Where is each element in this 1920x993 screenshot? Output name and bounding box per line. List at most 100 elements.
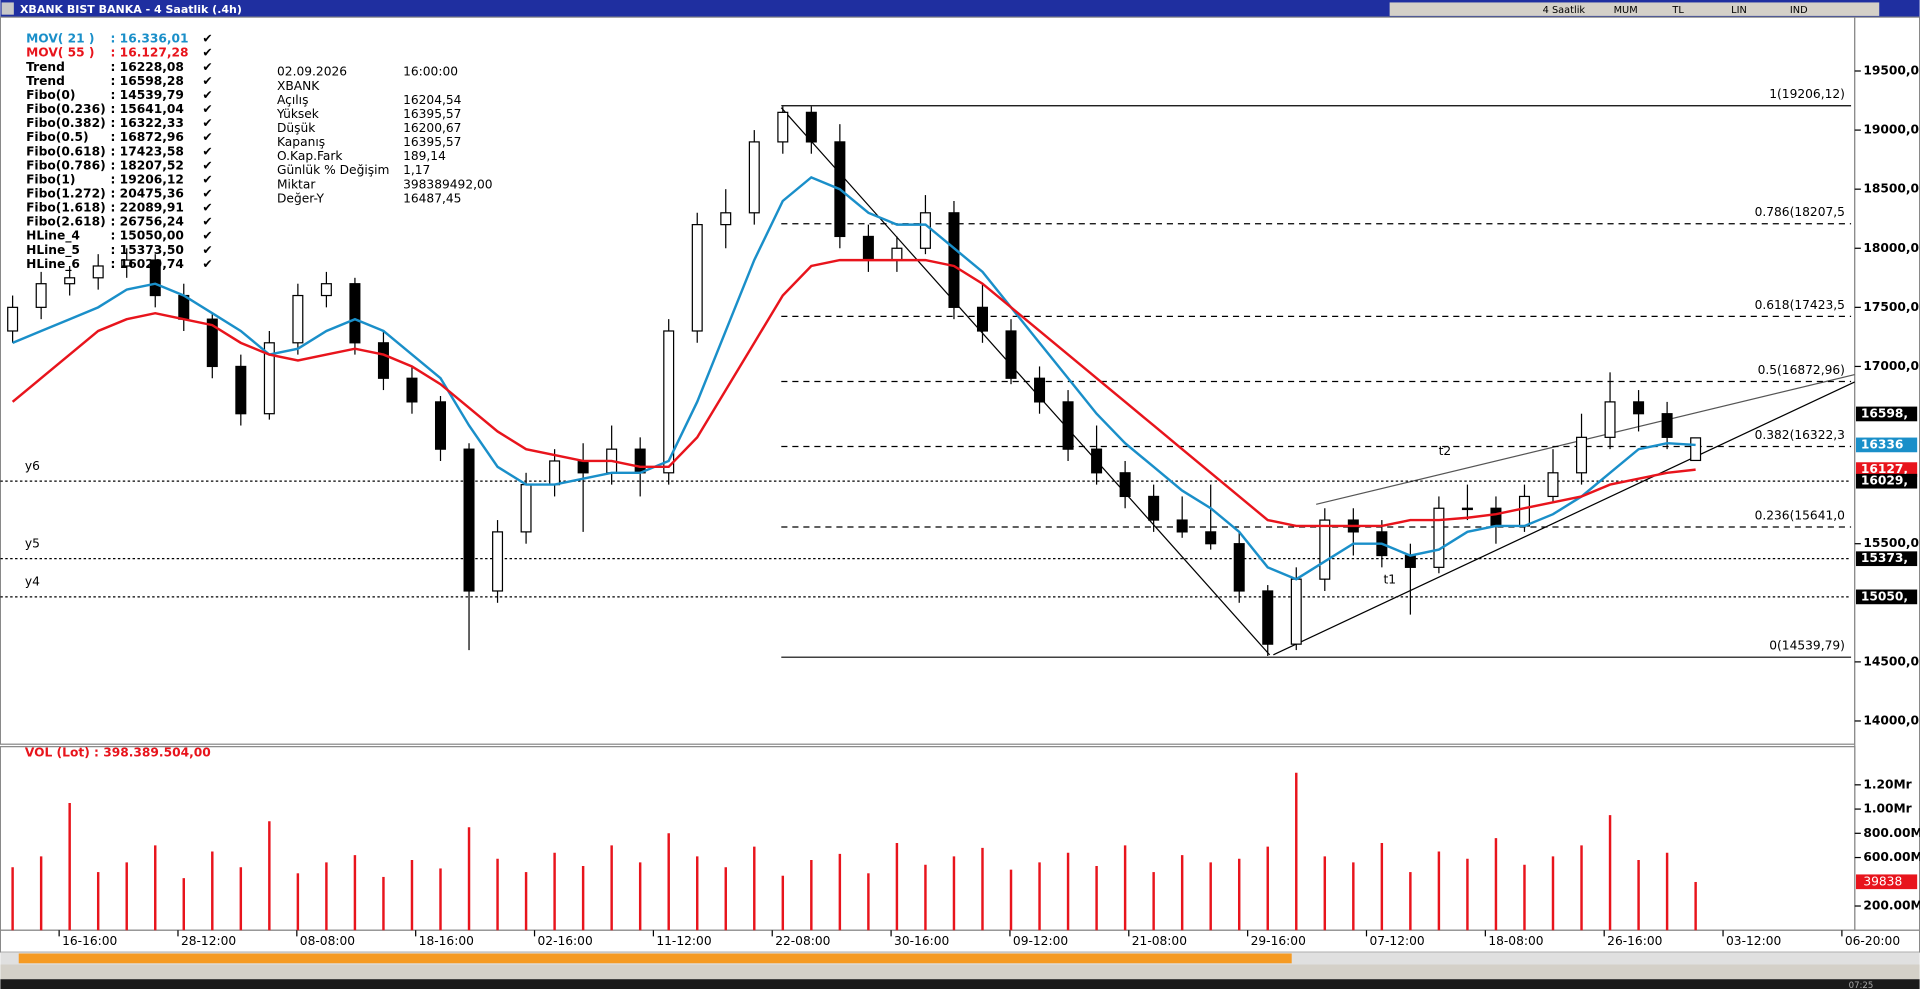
volume-tag — [1855, 874, 1918, 890]
candle-body — [149, 259, 161, 297]
candle-body — [178, 294, 190, 320]
fibo-label: 1(19206,12) — [1769, 87, 1845, 101]
info-value: 189,14 — [403, 149, 446, 163]
candle-body — [92, 265, 104, 279]
check-icon: ✔ — [202, 88, 212, 102]
candle-body — [1119, 472, 1131, 498]
mode-button[interactable]: IND — [1790, 5, 1808, 16]
info-date: 02.09.2026 — [277, 65, 347, 79]
moving-average — [11, 258, 1696, 528]
volume-panel — [0, 746, 1856, 931]
bottom-toolbar — [0, 964, 1920, 980]
fibo-label: 0.236(15641,0 — [1755, 509, 1845, 523]
candle-body — [777, 111, 789, 143]
indicator-value: : 16872,96 — [111, 130, 184, 144]
info-key: Açılış — [277, 93, 308, 107]
time-label: 03-12:00 — [1726, 934, 1781, 948]
price-tick-label: 19500,0 — [1863, 63, 1919, 77]
candle-body — [1319, 519, 1331, 580]
indicator-name: Fibo(0.5) — [26, 130, 89, 144]
time-label: 18-16:00 — [419, 934, 474, 948]
candle-body — [520, 484, 532, 533]
price-tick-label: 18000,0 — [1863, 241, 1919, 255]
h-line-label: y4 — [25, 575, 40, 589]
candle-body — [206, 318, 218, 368]
info-value: 1,17 — [403, 163, 430, 177]
indicator-name: Fibo(0.786) — [26, 158, 106, 172]
check-icon: ✔ — [202, 215, 212, 229]
candle-body — [549, 460, 561, 486]
time-label: 21-08:00 — [1132, 934, 1187, 948]
candle-body — [976, 306, 988, 332]
mode-button[interactable]: LIN — [1731, 5, 1747, 16]
fibo-label: 0.5(16872,96) — [1758, 363, 1845, 377]
scroll-thumb[interactable] — [18, 953, 1292, 964]
candle-body — [1576, 436, 1588, 474]
candle-body — [292, 294, 304, 344]
moving-average — [12, 175, 1696, 581]
indicator-name: Trend — [26, 74, 65, 88]
time-label: 29-16:00 — [1251, 934, 1306, 948]
info-value: 16395,57 — [403, 107, 461, 121]
indicator-name: Fibo(2.618) — [26, 215, 106, 229]
candle-body — [862, 235, 874, 261]
candle-body — [1176, 519, 1188, 533]
info-key: Yüksek — [276, 107, 320, 121]
price-panel — [0, 16, 1856, 745]
info-value: 16487,45 — [403, 191, 461, 205]
price-tag-label: 15373, — [1861, 551, 1908, 565]
price-tick-label: 14500,0 — [1863, 654, 1919, 668]
volume-tick-label: 200.00M — [1863, 899, 1920, 913]
indicator-value: : 16598,28 — [111, 74, 184, 88]
candle-body — [406, 377, 418, 403]
check-icon: ✔ — [202, 102, 212, 116]
time-label: 02-16:00 — [538, 934, 593, 948]
close-icon[interactable] — [1, 2, 14, 15]
toolbar — [1389, 2, 1880, 16]
info-value: 16204,54 — [403, 93, 462, 107]
indicator-name: HLine_4 — [26, 229, 80, 244]
indicator-name: Fibo(1) — [26, 172, 75, 186]
price-tag-label: 16127, — [1861, 462, 1908, 476]
candle-body — [663, 330, 675, 474]
candle-body — [492, 531, 504, 592]
candle-body — [891, 247, 903, 261]
time-label: 08-08:00 — [300, 934, 355, 948]
candle-body — [263, 342, 275, 415]
check-icon: ✔ — [202, 32, 212, 46]
price-tick-label: 19000,0 — [1863, 123, 1919, 137]
indicator-value: : 22089,91 — [111, 201, 184, 215]
clock: 07:25 — [1849, 981, 1874, 989]
mode-button[interactable]: TL — [1671, 5, 1684, 16]
check-icon: ✔ — [202, 60, 212, 74]
check-icon: ✔ — [202, 187, 212, 201]
indicator-value: : 19206,12 — [111, 172, 184, 186]
candle-body — [349, 283, 361, 344]
time-label: 07-12:00 — [1369, 934, 1424, 948]
indicator-value: : 16322,33 — [111, 116, 184, 130]
candle-body — [805, 111, 817, 143]
candle-body — [121, 259, 133, 267]
time-label: 06-20:00 — [1845, 934, 1900, 948]
candle-body — [64, 277, 76, 285]
candle-body — [1034, 377, 1046, 403]
indicator-name: Fibo(0.236) — [26, 102, 106, 116]
candle-body — [919, 212, 931, 249]
candle-body — [1148, 495, 1160, 521]
check-icon: ✔ — [202, 130, 212, 144]
indicator-value: : 16029,74 — [111, 257, 184, 271]
mode-button[interactable]: MUM — [1614, 5, 1638, 16]
info-time: 16:00:00 — [403, 65, 458, 79]
indicator-name: Fibo(1.272) — [26, 187, 106, 201]
price-tag-label: 16029, — [1861, 474, 1908, 488]
info-key: Değer-Y — [277, 191, 324, 205]
h-line-label: y6 — [25, 459, 40, 473]
period[interactable]: 4 Saatlik — [1543, 5, 1586, 16]
candle-body — [1661, 413, 1673, 438]
price-tick-label: 17000,0 — [1863, 359, 1919, 373]
indicator-value: : 15373,50 — [111, 243, 184, 257]
fibo-label: 0.618(17423,5 — [1755, 298, 1845, 312]
candle-body — [1233, 543, 1245, 592]
